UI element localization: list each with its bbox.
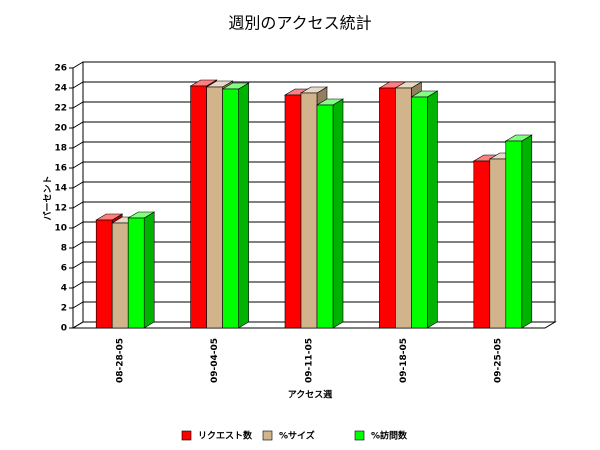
bar-side xyxy=(238,82,249,329)
x-tick-label: 09-04-05 xyxy=(210,338,220,383)
grid-line xyxy=(72,61,84,69)
bar xyxy=(284,94,302,329)
grid-line xyxy=(72,261,84,269)
grid-line xyxy=(72,101,84,109)
bar xyxy=(300,92,318,329)
y-tick-label: 12 xyxy=(54,204,67,214)
grid-line xyxy=(72,181,84,189)
bar xyxy=(95,219,113,329)
grid-line xyxy=(72,321,84,329)
y-tick-label: 10 xyxy=(54,224,67,234)
grid-line xyxy=(72,241,84,249)
x-tick-label: 09-18-05 xyxy=(399,338,409,383)
bar xyxy=(473,160,491,329)
x-tick-label: 08-28-05 xyxy=(116,338,126,383)
bar xyxy=(316,104,334,329)
bar xyxy=(206,86,223,329)
x-tick-label: 09-11-05 xyxy=(305,338,315,383)
y-tick-label: 18 xyxy=(54,144,67,154)
legend-label: %サイズ xyxy=(279,430,315,442)
grid-line xyxy=(72,141,84,149)
grid-line xyxy=(72,281,84,289)
chart-title: 週別のアクセス統計 xyxy=(228,14,371,33)
x-tick-label: 09-25-05 xyxy=(493,338,503,383)
y-tick-label: 2 xyxy=(61,304,67,314)
bar-side xyxy=(143,211,155,329)
legend-label: %訪問数 xyxy=(371,430,408,442)
bar xyxy=(489,158,507,329)
y-tick-label: 26 xyxy=(54,64,67,74)
bar xyxy=(190,85,207,329)
y-tick-label: 0 xyxy=(61,324,67,334)
bar-side xyxy=(521,134,533,329)
legend-swatch xyxy=(181,430,192,441)
grid-line xyxy=(72,121,84,129)
bar xyxy=(111,222,129,329)
bar xyxy=(505,140,523,329)
y-tick-label: 14 xyxy=(54,184,67,194)
bar xyxy=(411,96,428,329)
y-tick-label: 6 xyxy=(61,264,67,274)
grid-line xyxy=(72,221,84,229)
x-axis-label: アクセス週 xyxy=(288,390,334,401)
bar xyxy=(379,87,396,329)
y-tick-label: 20 xyxy=(54,124,67,134)
grid-line xyxy=(72,161,84,169)
grid-line xyxy=(72,81,84,89)
bar-side xyxy=(427,90,438,329)
grid-line xyxy=(72,201,84,209)
y-tick-label: 24 xyxy=(54,84,67,94)
y-tick-label: 4 xyxy=(61,284,67,294)
bar xyxy=(395,87,412,329)
y-axis-label: パーセント xyxy=(42,175,54,220)
bar-side xyxy=(332,98,344,329)
legend-label: リクエスト数 xyxy=(198,430,253,442)
legend-swatch xyxy=(262,430,273,441)
grid-line xyxy=(72,301,84,309)
legend-swatch xyxy=(354,430,365,441)
y-tick-label: 8 xyxy=(61,244,67,254)
bar xyxy=(222,88,239,329)
y-tick-label: 22 xyxy=(54,104,67,114)
bar xyxy=(127,217,145,329)
y-tick-label: 16 xyxy=(54,164,67,174)
